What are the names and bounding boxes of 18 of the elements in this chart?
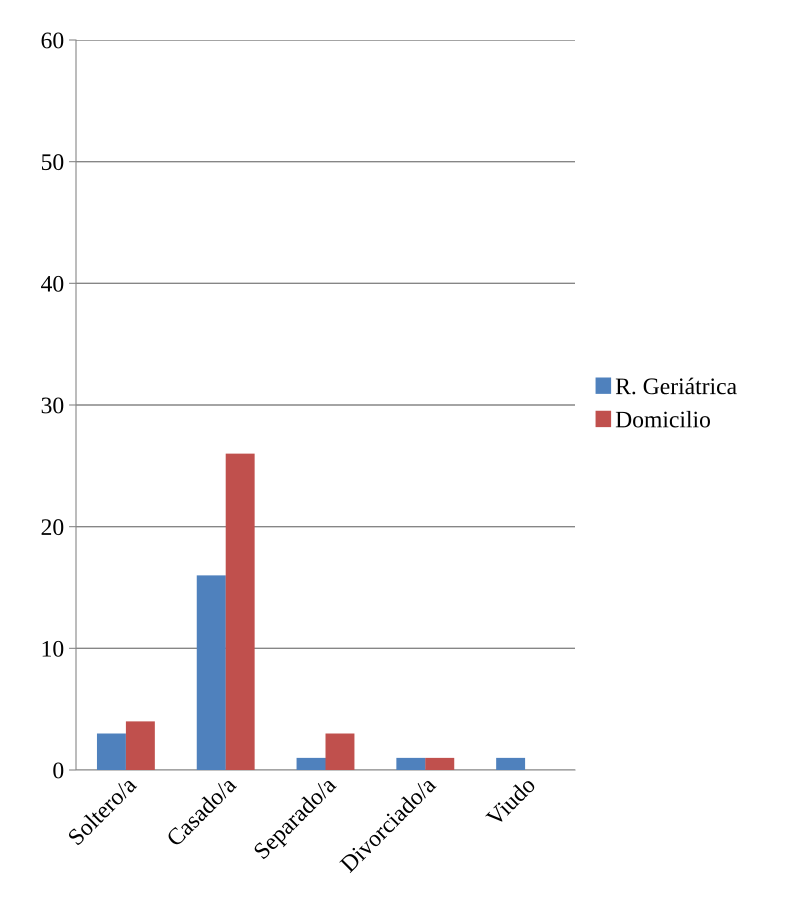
y-tick-label: 50 — [42, 154, 64, 170]
y-tick-label: 20 — [42, 519, 64, 536]
bar — [396, 758, 426, 770]
bar — [425, 758, 454, 770]
y-tick-label: 60 — [42, 32, 64, 48]
bar — [496, 758, 526, 770]
bar — [226, 454, 255, 770]
bar — [126, 721, 155, 770]
y-tick-label: 30 — [42, 397, 64, 414]
bar — [96, 734, 126, 770]
legend-label: Domicilio — [616, 410, 710, 428]
bar — [196, 575, 226, 770]
y-tick-label: 10 — [42, 640, 64, 657]
bar — [296, 758, 326, 770]
y-tick-label: 40 — [41, 276, 64, 292]
legend-label: R. Geriátrica — [616, 378, 737, 394]
y-tick-label: 0 — [53, 762, 64, 778]
bar — [326, 734, 354, 770]
